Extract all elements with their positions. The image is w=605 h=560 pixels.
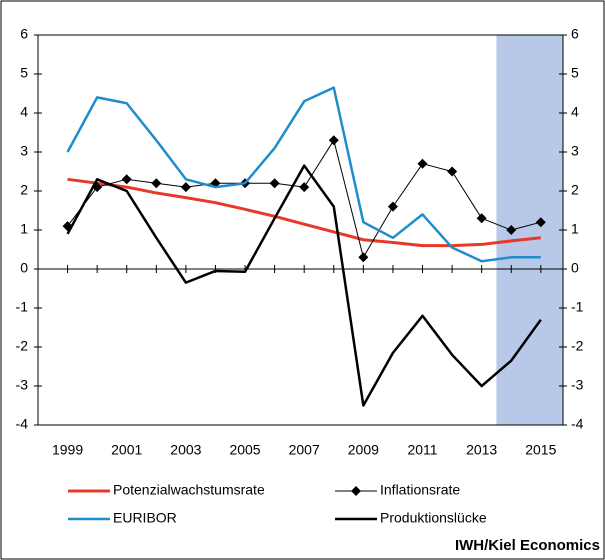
marker: [151, 178, 162, 189]
x-tick-label: 1999: [52, 442, 83, 458]
marker: [328, 135, 339, 146]
y-tick-label: -2: [16, 338, 29, 354]
marker: [476, 213, 487, 224]
marker: [506, 225, 517, 235]
y-tick-label: -4: [16, 416, 29, 432]
x-tick-label: 2011: [407, 442, 437, 458]
y2-tick-label: 4: [571, 104, 579, 120]
y-tick-label: 0: [20, 260, 28, 276]
y-tick-label: 5: [20, 65, 28, 81]
x-tick-label: 2001: [111, 442, 142, 458]
marker: [447, 166, 458, 177]
source: IWH/Kiel Economics: [455, 537, 600, 554]
marker: [358, 252, 369, 263]
y-tick-label: -1: [16, 299, 29, 315]
marker: [180, 182, 191, 193]
y2-tick-label: -4: [571, 416, 584, 432]
x-tick-label: 2007: [289, 442, 320, 458]
x-tick-label: 2013: [466, 442, 497, 458]
legend-label: EURIBOR: [113, 510, 177, 526]
x-tick-label: 2015: [525, 442, 556, 458]
series-line: [67, 177, 541, 248]
y-tick-label: -3: [16, 377, 29, 393]
marker: [387, 201, 398, 212]
y-tick-label: 2: [20, 182, 28, 198]
series-line: [66, 86, 541, 263]
legend-marker: [351, 486, 361, 496]
x-tick-label: 2009: [348, 442, 379, 458]
y-tick-label: 3: [20, 143, 28, 159]
y2-tick-label: 1: [571, 221, 579, 237]
legend-label: Inflationsrate: [380, 482, 460, 498]
y2-tick-label: -2: [571, 338, 584, 354]
series-line: [66, 164, 542, 407]
y2-tick-label: 0: [571, 260, 579, 276]
y2-tick-label: 2: [571, 182, 579, 198]
y-tick-label: 6: [20, 26, 28, 42]
y-tick-label: 1: [20, 221, 28, 237]
marker: [269, 178, 280, 189]
y2-tick-label: -3: [571, 377, 584, 393]
x-tick-label: 2003: [170, 442, 201, 458]
marker: [299, 182, 310, 193]
marker: [121, 174, 132, 185]
marker: [535, 217, 546, 228]
y2-tick-label: 6: [571, 26, 579, 42]
y2-tick-label: 3: [571, 143, 579, 159]
y2-tick-label: -1: [571, 299, 584, 315]
legend-label: Produktionslücke: [380, 510, 487, 526]
y2-tick-label: 5: [571, 65, 579, 81]
x-tick-label: 2005: [229, 442, 260, 458]
legend-label: Potenzialwachstumsrate: [113, 482, 265, 498]
y-tick-label: 4: [20, 104, 28, 120]
marker: [417, 158, 428, 169]
